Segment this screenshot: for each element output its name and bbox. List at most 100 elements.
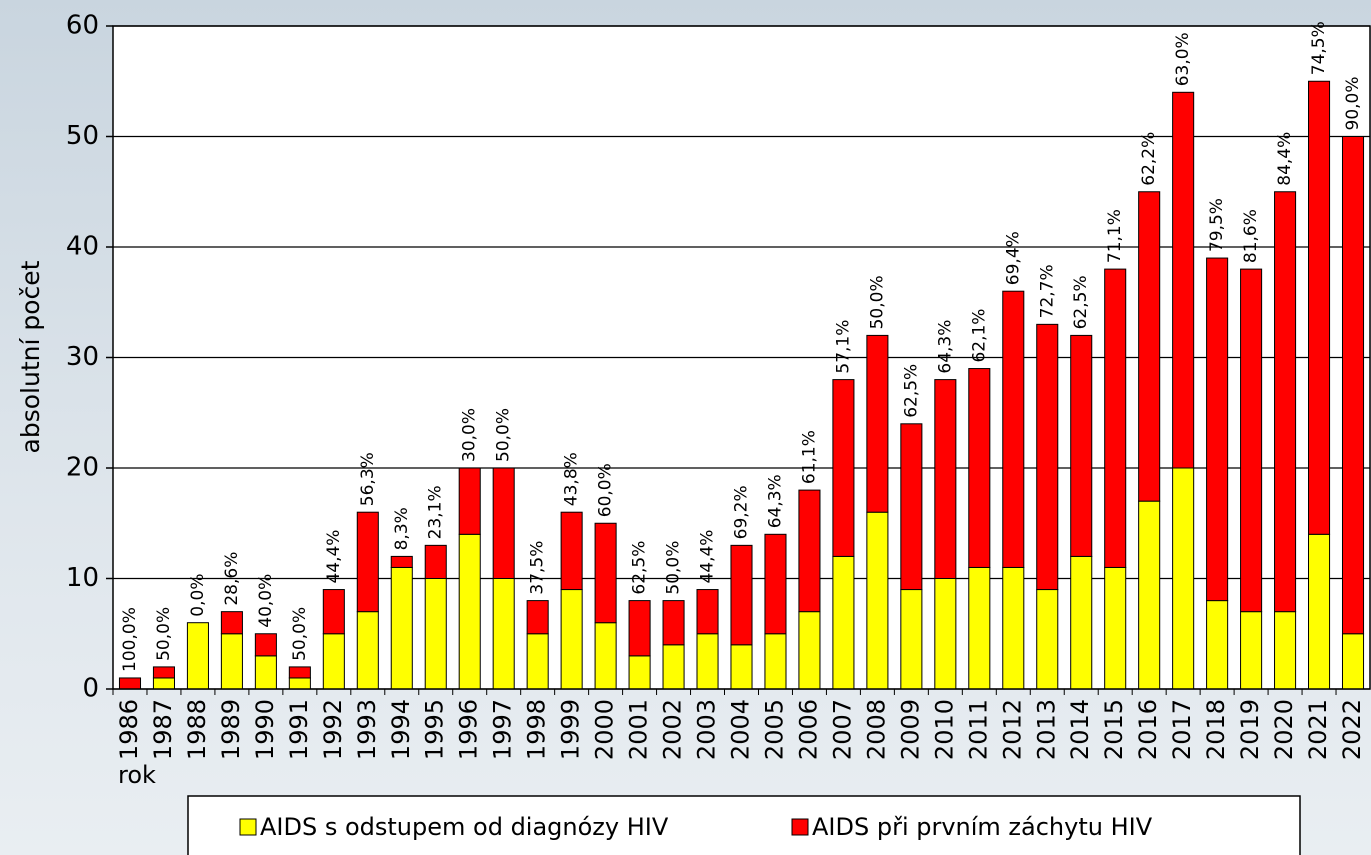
bar-segment [968,368,991,568]
bar-segment [1002,290,1025,568]
percent-label: 71,1% [1105,209,1125,263]
percent-label: 56,3% [358,452,378,506]
legend-label: AIDS s odstupem od diagnózy HIV [260,813,669,841]
bar-segment [118,677,142,690]
bar-segment [900,423,923,591]
bar-segment [1308,533,1331,690]
percent-label: 69,2% [732,485,752,539]
legend-blank-swatch [1255,819,1271,835]
x-tick-label: 1996 [455,699,483,760]
bar-segment [152,677,175,690]
bar-segment [696,633,719,690]
bar-segment [458,533,481,690]
x-tick-label: 2021 [1304,699,1332,760]
bar-segment [220,611,243,635]
bar-segment [526,633,549,690]
percent-label: 37,5% [528,541,548,595]
x-tick-label: 2014 [1066,699,1094,760]
bar-segment [866,511,889,690]
bar-segment [1172,91,1195,469]
percent-label: 0,0% [188,573,208,616]
legend [187,795,1301,855]
bar-segment [526,600,549,635]
bar-segment [628,600,651,657]
legend-swatch [791,818,809,836]
y-tick-label: 60 [66,11,99,41]
bar-segment [934,578,957,690]
bar-segment [1104,566,1127,690]
bar-segment [390,566,413,690]
x-tick-label: 2000 [591,699,619,760]
bar-segment [1274,611,1297,690]
y-tick-label: 50 [66,121,99,151]
x-tick-label: 2007 [828,699,856,760]
y-axis-label: absolutní počet [16,260,45,453]
x-tick-label: 1994 [387,699,415,760]
x-tick-label: 1990 [251,699,279,760]
bar-segment [254,633,277,657]
x-tick-label: 2004 [727,699,755,760]
bar-segment [220,633,243,690]
bar-segment [764,633,787,690]
x-tick-label: 2017 [1168,699,1196,760]
percent-label: 43,8% [562,452,582,506]
bar-segment [424,544,447,579]
bar-segment [288,666,311,679]
bar-segment [1206,257,1229,602]
percent-label: 79,5% [1207,198,1227,252]
percent-label: 69,4% [1003,231,1023,285]
x-tick-label: 2002 [659,699,687,760]
x-tick-label: 1997 [489,699,517,760]
x-tick-label: 2006 [794,699,822,760]
x-tick-label: 1986 [115,699,143,760]
percent-label: 100,0% [120,607,140,672]
legend-label: AIDS při prvním záchytu HIV [812,813,1153,841]
bar-segment [560,511,583,591]
percent-label: 81,6% [1241,209,1261,263]
bar-segment [152,666,175,679]
plot-border [112,25,1371,690]
x-tick-label: 1987 [149,699,177,760]
x-tick-label: 2019 [1236,699,1264,760]
x-tick-label: 1991 [285,699,313,760]
x-tick-label: 1998 [523,699,551,760]
bar-segment [1104,268,1127,568]
x-tick-label: 2008 [862,699,890,760]
x-tick-label: 2010 [930,699,958,760]
percent-label: 62,5% [1071,275,1091,329]
y-tick-label: 10 [66,563,99,593]
percent-label: 64,3% [935,320,955,374]
bar-segment [356,611,379,690]
bar-segment [186,622,209,690]
percent-label: 8,3% [392,507,412,550]
x-tick-label: 1992 [319,699,347,760]
percent-label: 62,5% [901,364,921,418]
x-tick-label: 1989 [217,699,245,760]
x-tick-label: 2005 [760,699,788,760]
x-tick-label: 2018 [1202,699,1230,760]
bar-segment [1070,555,1093,690]
bar-segment [1308,80,1331,535]
bar-segment [1341,136,1365,635]
x-tick-label: 2011 [964,699,992,760]
bar-segment [934,379,957,579]
x-tick-label: 2009 [896,699,924,760]
x-tick-label: 2020 [1270,699,1298,760]
x-tick-label: 2001 [625,699,653,760]
bar-segment [1240,268,1263,613]
bar-segment [832,555,855,690]
bar-segment [594,522,617,624]
bar-segment [730,544,753,646]
bar-segment [1002,566,1025,690]
percent-label: 40,0% [256,574,276,628]
bar-segment [866,334,889,513]
bar-segment [798,611,821,690]
x-tick-label: 2015 [1100,699,1128,760]
x-axis-label: rok [118,761,156,789]
y-tick-label: 0 [82,674,99,704]
bar-segment [730,644,753,690]
percent-label: 61,1% [799,430,819,484]
bar-segment [390,555,413,568]
bar-segment [764,533,787,635]
x-tick-label: 1995 [421,699,449,760]
